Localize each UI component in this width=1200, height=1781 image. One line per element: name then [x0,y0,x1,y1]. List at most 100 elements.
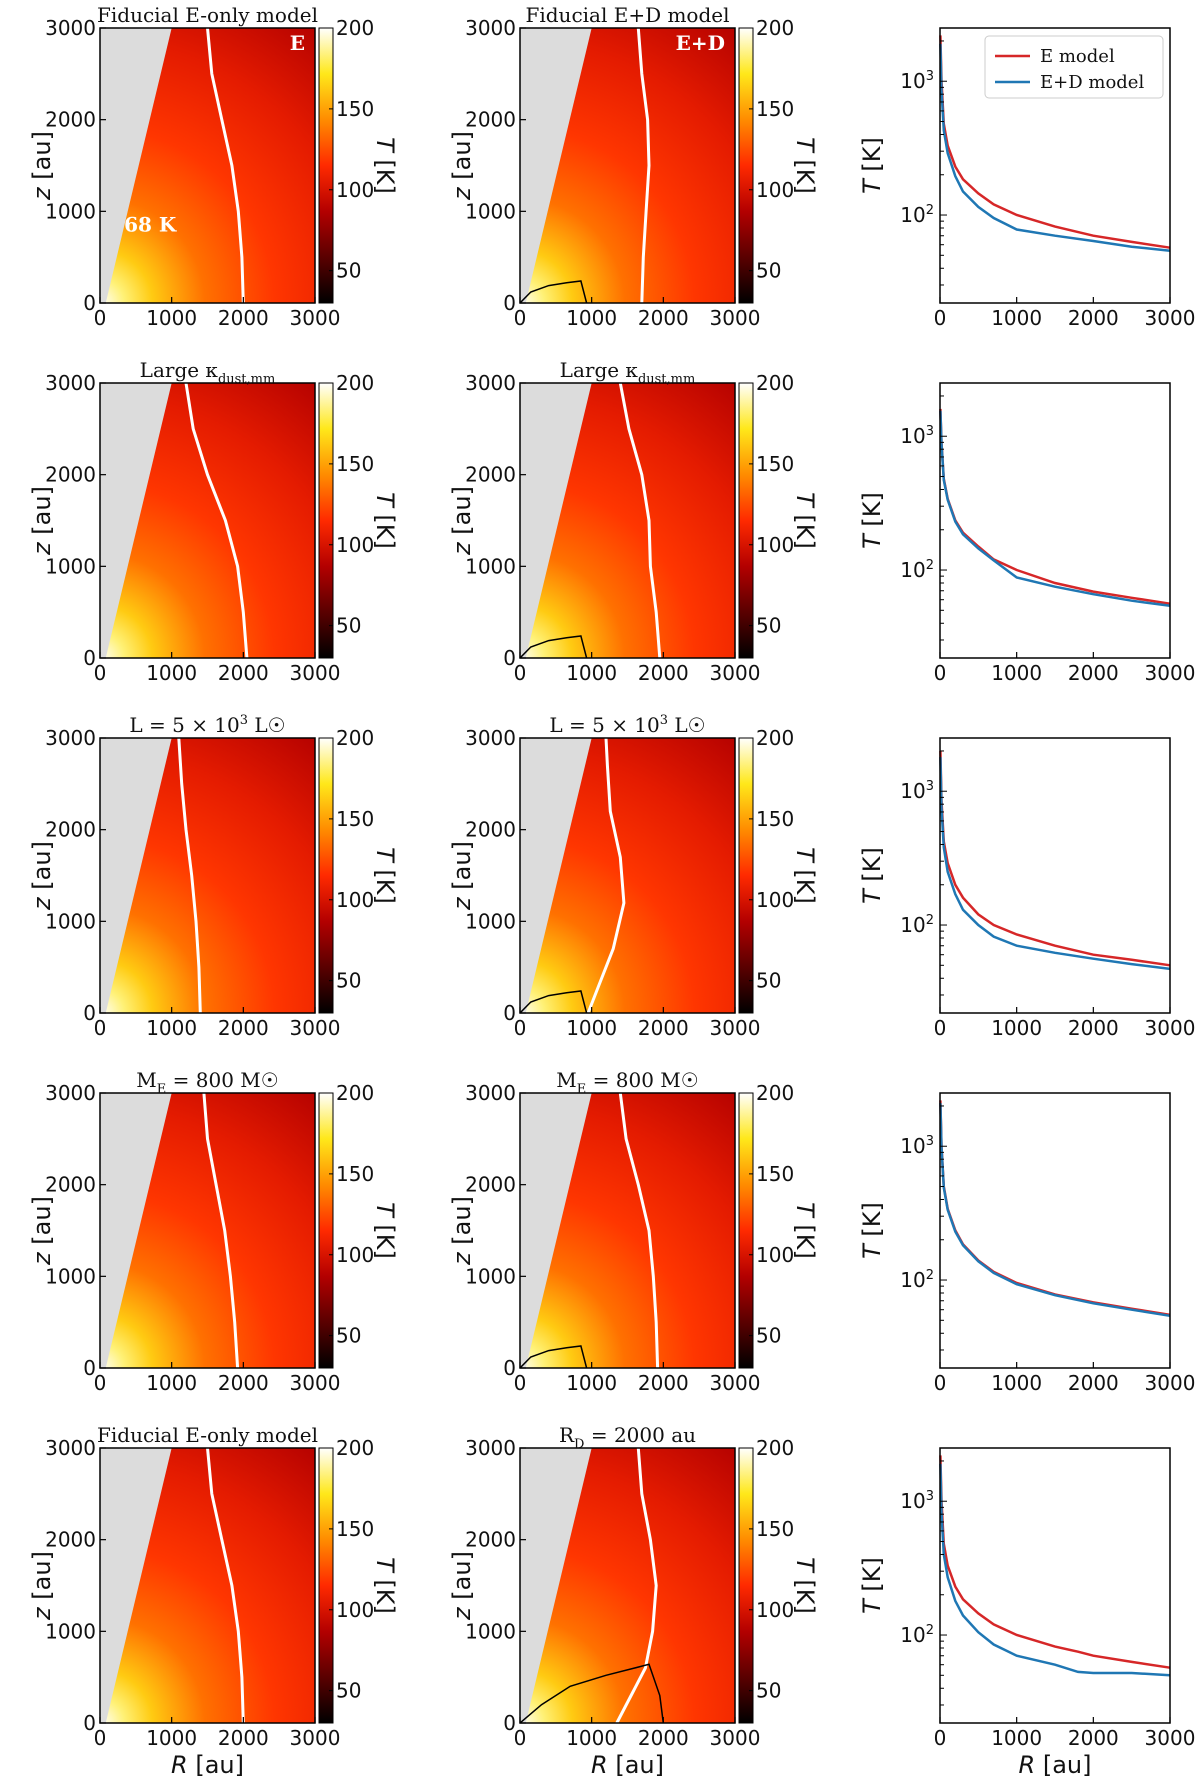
x-tick-label: 3000 [1145,661,1196,685]
axes-frame [99,382,316,659]
colorbar [738,737,754,1014]
colorbar-tick-label: 200 [756,1081,794,1105]
disk-outline [520,635,588,658]
temperature-map-r3c1: 0 1000 2000 3000 0 1000 2000 3000 L = 5 × 103 L☉… [28,713,399,1040]
x-tick-label: 3000 [290,306,341,330]
y-axis-label: z [au] [448,841,476,911]
map-area [100,1093,315,1368]
colorbar-label: T [K] [371,847,399,904]
axes-frame [99,1092,316,1369]
colorbar-label: T [K] [371,137,399,194]
y-tick-label: 3000 [465,16,516,40]
map-area [520,738,735,1013]
temperature-field [525,1093,735,1368]
colorbar-tick-label: 200 [756,16,794,40]
axes-frame [99,1447,316,1724]
temperature-map-r2c1: 0 1000 2000 3000 0 1000 2000 3000 Large κdust,mm… [28,358,399,685]
x-tick-label: 2000 [1068,661,1119,685]
y-tick-label: 0 [503,1001,516,1025]
y-tick-label: 0 [83,291,96,315]
colorbar-label: T [K] [791,1557,819,1614]
panel-title: L = 5 × 103 L☉ [549,713,705,737]
disk-outline [520,1345,588,1368]
colorbar [318,27,334,304]
temperature-field [105,738,315,1013]
colorbar-tick-label: 50 [756,259,781,283]
panel-title: Large κdust,mm [560,358,696,387]
map-area [520,28,735,303]
panel-title: RD = 2000 au [559,1423,696,1452]
x-tick-label: 2000 [638,661,689,685]
colorbar-tick-label: 50 [756,1324,781,1348]
y-tick-label: 2000 [45,818,96,842]
panel-title: L = 5 × 103 L☉ [129,713,285,737]
temperature-field [525,738,735,1013]
y-tick-label: 1000 [465,1264,516,1288]
x-tick-label: 1000 [146,1016,197,1040]
colorbar-tick-label: 100 [336,1243,374,1267]
y-axis-label: z [au] [448,1551,476,1621]
colorbar-tick-label: 50 [336,614,361,638]
x-tick-label: 1000 [566,1726,617,1750]
y-tick-label: 2000 [45,1528,96,1552]
y-tick-label: 3000 [465,1436,516,1460]
axes-frame [519,1447,736,1724]
colorbar [318,1092,334,1369]
colorbar-label: T [K] [371,1557,399,1614]
colorbar [738,1447,754,1724]
x-tick-label: 1000 [991,1726,1042,1750]
y-axis-label: z [au] [28,486,56,556]
x-tick-label: 1000 [991,661,1042,685]
legend-entry: E model [1040,46,1115,67]
axes-frame [939,382,1171,659]
series-line-e-d-model [939,1463,1171,1677]
colorbar-tick-label: 50 [756,969,781,993]
map-area [100,738,315,1013]
x-tick-label: 2000 [1068,1726,1119,1750]
y-axis-label: T [K] [858,492,886,549]
temperature-profile-r5: 0 1000 2000 3000 102 103 T [K] R [au] [858,1447,1195,1779]
x-tick-label: 2000 [1068,1371,1119,1395]
inset-label: E [290,31,305,55]
axes-frame [519,1092,736,1369]
y-axis-label: z [au] [28,1551,56,1621]
series-line-e-d-model [939,1103,1171,1318]
y-tick-label: 1000 [465,199,516,223]
temperature-profile-r4: 0 1000 2000 3000 102 103 T [K] [858,1092,1195,1395]
colorbar-tick-label: 100 [336,888,374,912]
x-tick-label: 2000 [218,306,269,330]
x-tick-label: 3000 [710,306,761,330]
colorbar-label: T [K] [371,492,399,549]
y-tick-label: 0 [83,1001,96,1025]
colorbar-tick-label: 100 [756,178,794,202]
axes-frame [939,1447,1171,1724]
contour-68K [618,383,662,658]
temperature-field [105,1093,315,1368]
y-tick-label: 2000 [45,1173,96,1197]
y-axis-label: z [au] [28,1196,56,1266]
y-tick-label: 3000 [45,371,96,395]
y-tick-label: 0 [503,646,516,670]
x-tick-label: 0 [94,306,107,330]
y-axis-label: T [K] [858,1202,886,1259]
axes-background [940,383,1170,658]
contour-68K [618,1093,660,1368]
colorbar [738,1092,754,1369]
colorbar-tick-label: 100 [756,533,794,557]
y-tick-label: 3000 [45,1436,96,1460]
colorbar-label: T [K] [791,847,819,904]
colorbar-tick-label: 200 [336,1081,374,1105]
temperature-profile-r3: 0 1000 2000 3000 102 103 T [K] [858,737,1195,1040]
disk-outline [520,1663,665,1723]
map-area [100,383,315,658]
temperature-profile-r2: 0 1000 2000 3000 102 103 T [K] [858,382,1196,685]
temperature-map-r4c1: 0 1000 2000 3000 0 1000 2000 3000 ME = 800 M☉ z [… [28,1068,399,1395]
y-axis-label: z [au] [28,841,56,911]
colorbar-label: T [K] [791,137,819,194]
colorbar-tick-label: 50 [756,1679,781,1703]
x-tick-label: 1000 [991,1371,1042,1395]
series-line-e-d-model [939,43,1171,253]
x-axis-label: R [au] [171,1751,244,1779]
contour-68K [177,738,202,1013]
y-tick-label: 1000 [45,1619,96,1643]
